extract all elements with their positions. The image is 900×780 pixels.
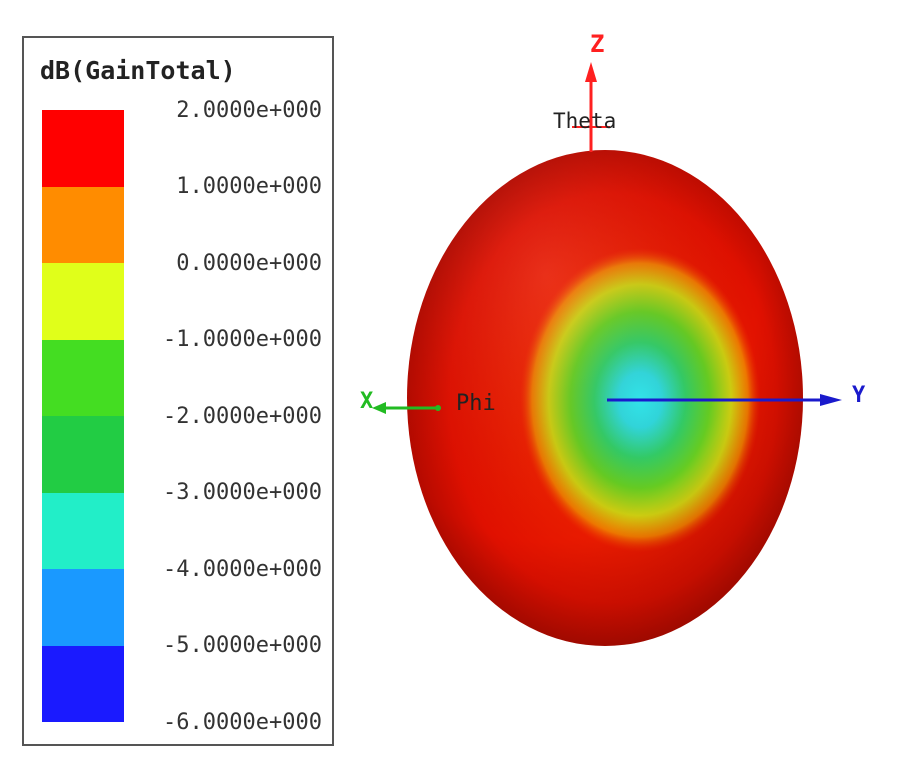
x-axis-label: X bbox=[360, 389, 373, 414]
legend-color-bar bbox=[42, 110, 124, 722]
color-legend: dB(GainTotal) 2.0000e+000 1.0000e+000 0.… bbox=[22, 36, 334, 746]
legend-swatch bbox=[42, 569, 124, 646]
y-axis: Y bbox=[607, 383, 866, 408]
x-axis-arrowhead bbox=[372, 402, 386, 414]
z-axis-label: Z bbox=[590, 30, 604, 58]
legend-swatch bbox=[42, 186, 124, 263]
x-axis-origin-dot bbox=[435, 405, 441, 411]
legend-tick-label: 2.0000e+000 bbox=[176, 98, 322, 123]
phi-label: Phi bbox=[456, 391, 496, 416]
gain-surface bbox=[407, 150, 803, 646]
legend-tick-label: -6.0000e+000 bbox=[163, 710, 322, 735]
z-axis: Z bbox=[585, 30, 604, 152]
radiation-pattern-plot: Z Theta Y X Phi bbox=[360, 30, 866, 646]
legend-title: dB(GainTotal) bbox=[40, 56, 236, 85]
legend-swatch bbox=[42, 110, 124, 187]
x-axis: X bbox=[360, 389, 441, 414]
legend-swatch bbox=[42, 416, 124, 493]
legend-tick-label: -4.0000e+000 bbox=[163, 557, 322, 582]
legend-tick-label: -3.0000e+000 bbox=[163, 480, 322, 505]
legend-tick-label: 0.0000e+000 bbox=[176, 251, 322, 276]
pattern-shading bbox=[407, 150, 803, 646]
legend-tick-label: -5.0000e+000 bbox=[163, 633, 322, 658]
legend-swatch bbox=[42, 263, 124, 340]
legend-swatch bbox=[42, 492, 124, 569]
legend-tick-label: 1.0000e+000 bbox=[176, 174, 322, 199]
y-axis-arrowhead bbox=[820, 394, 842, 406]
legend-tick-label: -1.0000e+000 bbox=[163, 327, 322, 352]
legend-swatch bbox=[42, 339, 124, 416]
z-axis-arrowhead bbox=[585, 62, 597, 82]
legend-swatch bbox=[42, 645, 124, 722]
theta-label: Theta bbox=[553, 109, 616, 133]
legend-tick-label: -2.0000e+000 bbox=[163, 404, 322, 429]
y-axis-label: Y bbox=[852, 383, 866, 408]
theta-marker: Theta bbox=[553, 109, 616, 133]
